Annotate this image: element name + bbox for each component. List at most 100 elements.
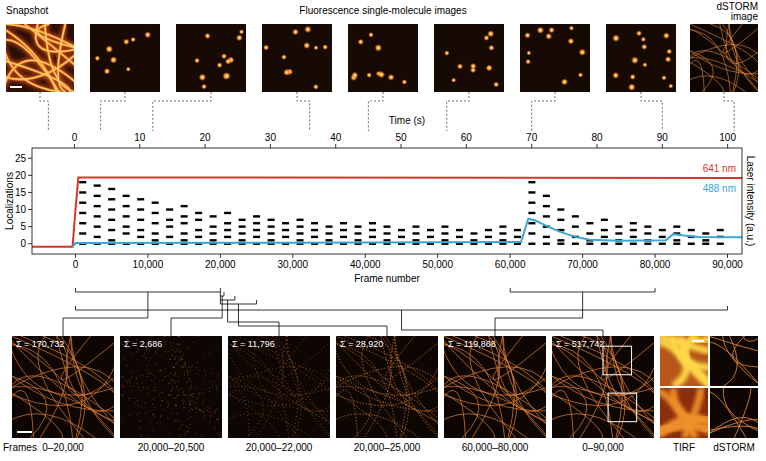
page: {"chart_data": { "type": "scatter", "x_l… xyxy=(0,0,766,461)
localization-dot xyxy=(282,236,289,238)
localization-dot xyxy=(253,215,260,217)
molecule-blob xyxy=(641,37,647,43)
localization-dot xyxy=(224,236,231,238)
localization-dot xyxy=(181,232,188,234)
molecule-blob xyxy=(263,44,269,50)
filament xyxy=(364,336,392,438)
filament xyxy=(228,414,312,438)
filament xyxy=(710,419,758,434)
x-tick-label: 40,000 xyxy=(350,259,381,270)
filament xyxy=(120,390,171,438)
molecule-blob xyxy=(661,75,667,81)
localization-dot xyxy=(717,229,724,231)
filament xyxy=(228,342,330,438)
localization-dot xyxy=(268,219,275,221)
molecule-blob xyxy=(366,72,372,78)
scale-bar xyxy=(17,431,32,433)
molecule-blob xyxy=(451,78,456,83)
tile-background xyxy=(710,388,758,438)
filament xyxy=(381,336,438,411)
localization-dot xyxy=(210,225,217,227)
time-tick-label: 80 xyxy=(591,132,603,143)
x-tick-label: 10,000 xyxy=(133,259,164,270)
localization-dot xyxy=(384,225,391,227)
filament xyxy=(552,336,654,395)
filament xyxy=(578,336,624,438)
filament xyxy=(336,374,371,438)
time-tick-label: 30 xyxy=(265,132,277,143)
molecule-blob xyxy=(126,67,131,72)
bracket-connector xyxy=(171,296,222,336)
filament xyxy=(120,376,222,422)
molecule-blob xyxy=(524,32,531,39)
time-tick-label: 50 xyxy=(395,132,407,143)
localization-dot xyxy=(499,232,506,234)
localization-dot xyxy=(137,208,144,210)
filament xyxy=(150,336,190,438)
localization-dot xyxy=(340,229,347,231)
localization-dot xyxy=(137,229,144,231)
localization-dot xyxy=(528,212,535,214)
localization-dot xyxy=(79,232,86,234)
localization-dot xyxy=(297,232,304,234)
filament xyxy=(366,336,406,438)
localization-dot xyxy=(630,222,637,224)
filament xyxy=(394,336,438,438)
localization-dot xyxy=(253,229,260,231)
dstorm-tile xyxy=(710,388,758,438)
filament xyxy=(12,367,114,390)
localization-dot xyxy=(137,198,144,200)
filament xyxy=(120,336,222,423)
filament xyxy=(228,390,250,438)
molecule-blob xyxy=(304,26,312,34)
image-background xyxy=(520,24,590,92)
filament xyxy=(228,336,330,401)
frame-range-bracket xyxy=(75,288,220,292)
filament-core xyxy=(6,60,70,92)
y-tick-label: 15 xyxy=(15,187,27,198)
localization-dot xyxy=(152,222,159,224)
localization-dot xyxy=(94,215,101,217)
localization-dot xyxy=(297,219,304,221)
y-tick xyxy=(28,226,32,227)
filament xyxy=(395,336,438,430)
localization-dot xyxy=(108,229,115,231)
filament-core xyxy=(37,24,74,48)
time-tick xyxy=(74,144,75,148)
localization-dot xyxy=(644,232,651,234)
localization-dot xyxy=(108,198,115,200)
x-tick xyxy=(437,254,438,258)
molecule-blob xyxy=(636,30,642,36)
localization-dot xyxy=(702,243,709,245)
filament xyxy=(336,342,438,438)
molecule-blob xyxy=(110,56,118,64)
filament xyxy=(40,336,68,438)
time-axis-title: Time (s) xyxy=(389,115,425,126)
image-time-connector xyxy=(532,92,555,131)
localization-dot xyxy=(673,225,680,227)
molecule-blob xyxy=(612,72,619,79)
filament xyxy=(12,336,114,423)
image-time-connector xyxy=(153,92,211,131)
localization-dot xyxy=(543,243,550,245)
blurred-filament xyxy=(660,392,696,438)
bracket-connector xyxy=(63,292,148,336)
filament xyxy=(552,414,636,438)
filament xyxy=(582,336,622,438)
filament xyxy=(228,376,330,422)
filament xyxy=(472,336,500,438)
x-axis-title: Frame number xyxy=(354,273,420,284)
localization-dot xyxy=(456,236,463,238)
dstorm-label-line: image xyxy=(731,11,759,22)
localization-dot xyxy=(123,215,130,217)
localization-dot xyxy=(717,243,724,245)
localization-dot xyxy=(224,222,231,224)
localization-dot xyxy=(253,236,260,238)
localization-dot xyxy=(456,229,463,231)
zoom-box xyxy=(608,393,637,422)
localization-dot xyxy=(311,222,318,224)
molecule-blob xyxy=(123,38,130,45)
single-molecule-image xyxy=(434,24,504,92)
localization-dot xyxy=(543,205,550,207)
molecule-blob xyxy=(567,38,574,45)
